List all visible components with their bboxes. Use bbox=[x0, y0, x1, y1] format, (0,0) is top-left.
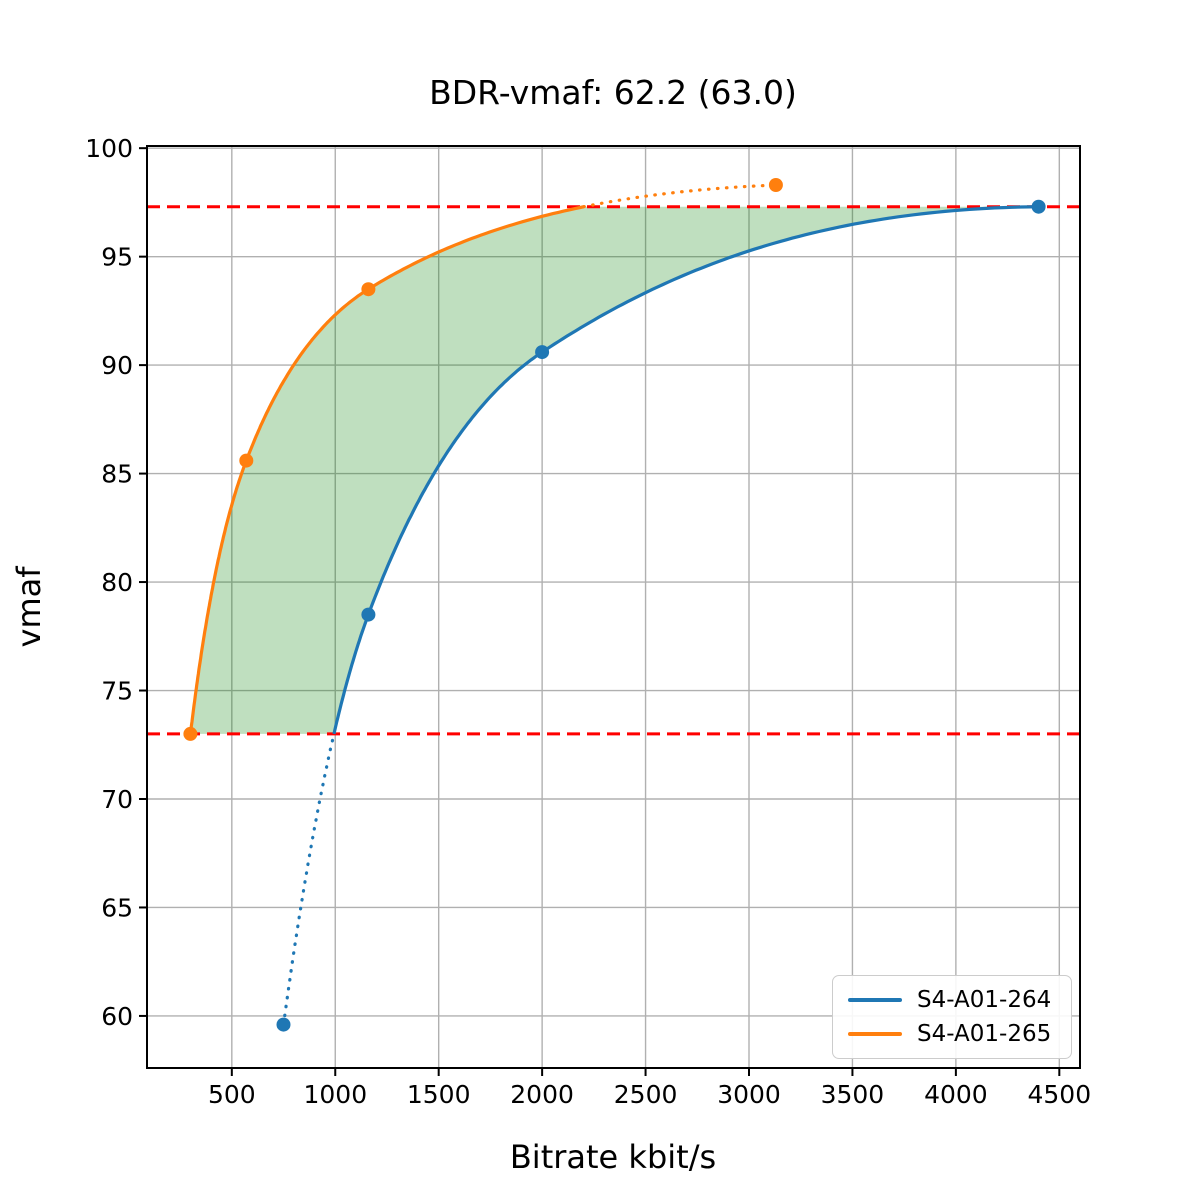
legend-line-sample-264 bbox=[848, 998, 902, 1002]
x-tick-label: 1500 bbox=[407, 1080, 471, 1109]
y-axis-label: vmaf bbox=[10, 566, 48, 648]
x-tick-label: 2500 bbox=[614, 1080, 678, 1109]
data-point-marker bbox=[1031, 199, 1046, 214]
curve-s4-a01-265-dotted bbox=[582, 183, 778, 209]
data-point-marker bbox=[361, 282, 376, 297]
curve-s4-a01-265-solid bbox=[188, 205, 585, 735]
data-point-marker bbox=[183, 726, 198, 741]
x-tick-label: 4500 bbox=[1027, 1080, 1091, 1109]
y-tick-label: 60 bbox=[101, 1002, 133, 1031]
curve-s4-a01-264-solid bbox=[332, 205, 1039, 735]
y-tick-label: 90 bbox=[101, 351, 133, 380]
data-point-markers bbox=[183, 178, 1046, 1032]
axes-frame bbox=[139, 145, 1081, 1076]
grid-lines bbox=[147, 146, 1080, 1068]
legend: S4-A01-264 S4-A01-265 bbox=[832, 975, 1072, 1059]
tick-labels: 500 1000 1500 2000 2500 3000 3500 4000 4500 60 65 7… bbox=[85, 134, 1091, 1109]
legend-item-s4-a01-265: S4-A01-265 bbox=[833, 1021, 1071, 1047]
data-point-marker bbox=[239, 453, 254, 468]
x-tick-label: 4000 bbox=[924, 1080, 988, 1109]
y-tick-label: 95 bbox=[101, 243, 133, 272]
y-tick-label: 65 bbox=[101, 894, 133, 923]
x-tick-label: 3500 bbox=[821, 1080, 885, 1109]
data-point-marker bbox=[276, 1017, 291, 1032]
x-tick-label: 1000 bbox=[303, 1080, 367, 1109]
curve-s4-a01-264-dotted bbox=[281, 732, 336, 1027]
y-tick-label: 80 bbox=[101, 568, 133, 597]
bd-region-fill bbox=[190, 206, 1039, 734]
plot-border bbox=[146, 145, 1081, 1069]
x-tick-label: 2000 bbox=[510, 1080, 574, 1109]
y-tick-label: 75 bbox=[101, 677, 133, 706]
legend-line-sample-265 bbox=[848, 1032, 902, 1036]
data-point-marker bbox=[768, 178, 783, 192]
legend-label-265: S4-A01-265 bbox=[917, 1021, 1052, 1047]
x-tick-label: 500 bbox=[208, 1080, 256, 1109]
series-curves bbox=[188, 183, 1039, 1027]
legend-item-s4-a01-264: S4-A01-264 bbox=[833, 987, 1071, 1013]
x-axis-label: Bitrate kbit/s bbox=[510, 1138, 716, 1176]
x-tick-label: 3000 bbox=[717, 1080, 781, 1109]
data-point-marker bbox=[361, 607, 376, 622]
data-point-marker bbox=[535, 345, 550, 360]
overlap-reference-lines bbox=[147, 205, 1080, 736]
bd-shaded-area bbox=[190, 206, 1039, 734]
y-tick-label: 70 bbox=[101, 785, 133, 814]
legend-label-264: S4-A01-264 bbox=[917, 987, 1052, 1013]
chart-title: BDR-vmaf: 62.2 (63.0) bbox=[429, 73, 797, 112]
y-tick-label: 85 bbox=[101, 460, 133, 489]
y-tick-label: 100 bbox=[85, 134, 133, 163]
